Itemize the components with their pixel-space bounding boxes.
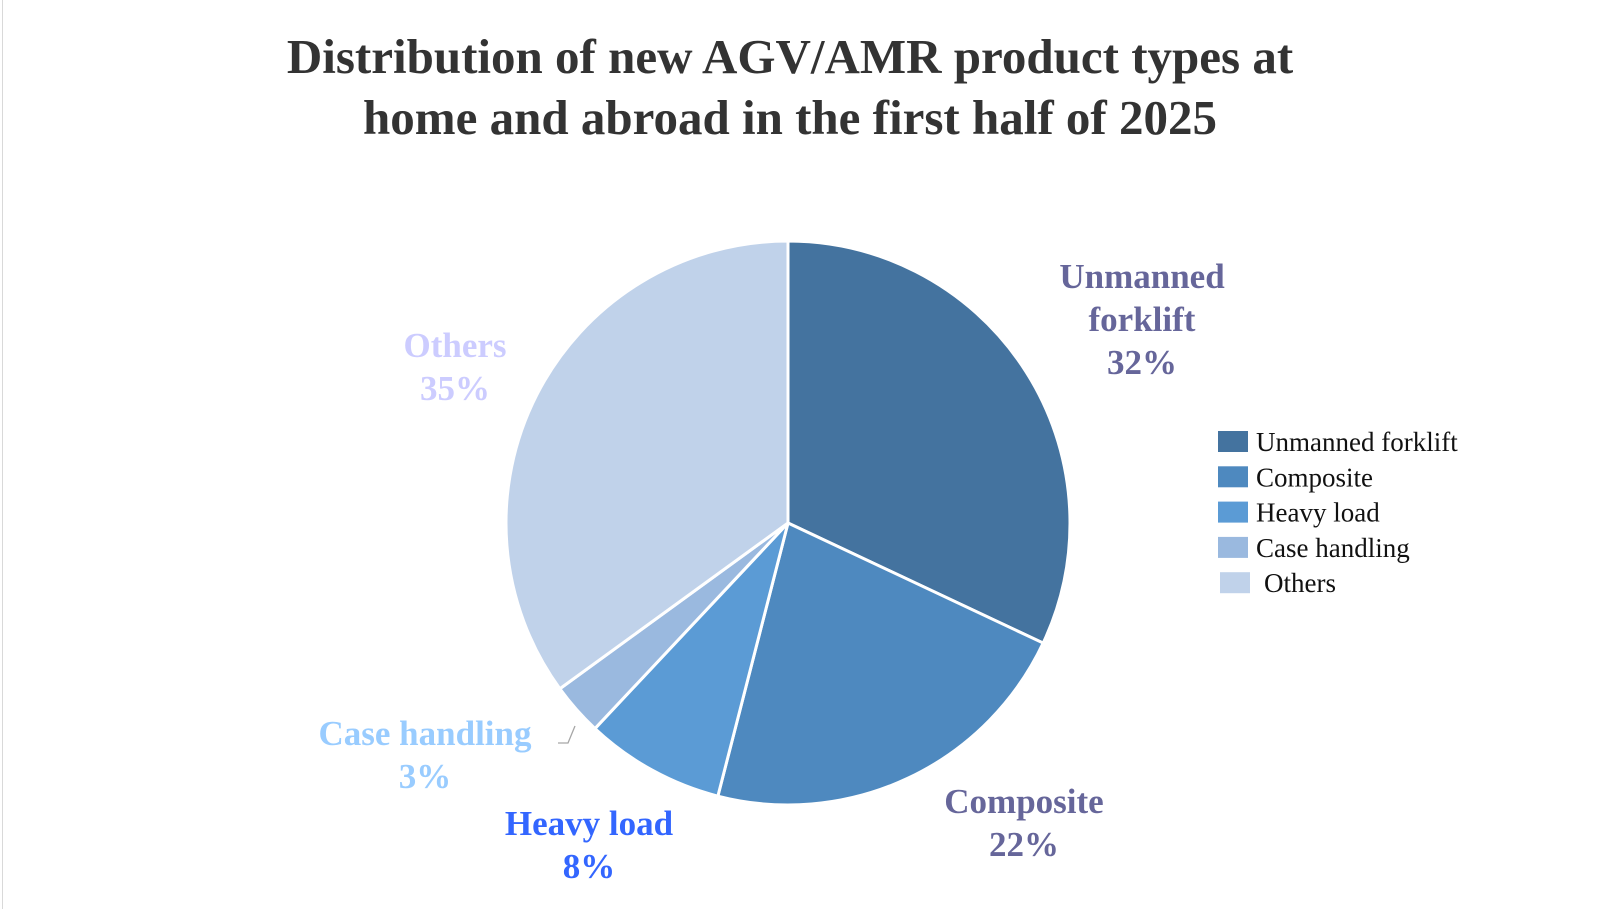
legend-swatch-others — [1220, 572, 1250, 594]
data-label-value-unmanned-forklift: 32% — [1107, 343, 1177, 382]
chart-title-line-1: Distribution of new AGV/AMR product type… — [286, 29, 1294, 84]
chart-title: Distribution of new AGV/AMR product type… — [0, 26, 1580, 148]
pie-slice-unmanned-forklift — [786, 239, 1072, 646]
data-label-name-composite: Composite — [944, 782, 1103, 821]
pie-slice-others — [504, 239, 790, 691]
data-label-name-case-handling: Case handling — [319, 714, 532, 753]
legend-swatch-case-handling — [1218, 536, 1248, 558]
legend-swatch-heavy-load — [1218, 501, 1248, 523]
chart-title-line-2: home and abroad in the first half of 202… — [363, 90, 1217, 145]
data-label-name-heavy-load: Heavy load — [505, 804, 674, 843]
data-label-name-unmanned-forklift: forklift — [1089, 300, 1196, 339]
legend-label-case-handling: Case handling — [1256, 533, 1410, 563]
data-label-name-others: Others — [403, 326, 506, 365]
data-label-name-unmanned-forklift: Unmanned — [1059, 257, 1225, 296]
data-label-value-others: 35% — [420, 369, 490, 408]
legend-label-heavy-load: Heavy load — [1256, 498, 1380, 528]
pie-slice-heavy-load — [592, 521, 790, 798]
data-label-value-composite: 22% — [989, 825, 1059, 864]
legend-swatch-unmanned-forklift — [1218, 431, 1248, 452]
data-label-value-case-handling: 3% — [399, 757, 452, 796]
data-label-value-heavy-load: 8% — [563, 847, 616, 886]
legend-label-others: Others — [1264, 568, 1336, 598]
legend-label-composite: Composite — [1256, 462, 1373, 492]
legend-swatch-composite — [1218, 466, 1248, 488]
pie-slice-composite — [716, 520, 1046, 807]
chart-frame-border — [2, 0, 3, 909]
legend-label-unmanned-forklift: Unmanned forklift — [1256, 427, 1458, 457]
leader-line-case-handling — [558, 725, 576, 744]
